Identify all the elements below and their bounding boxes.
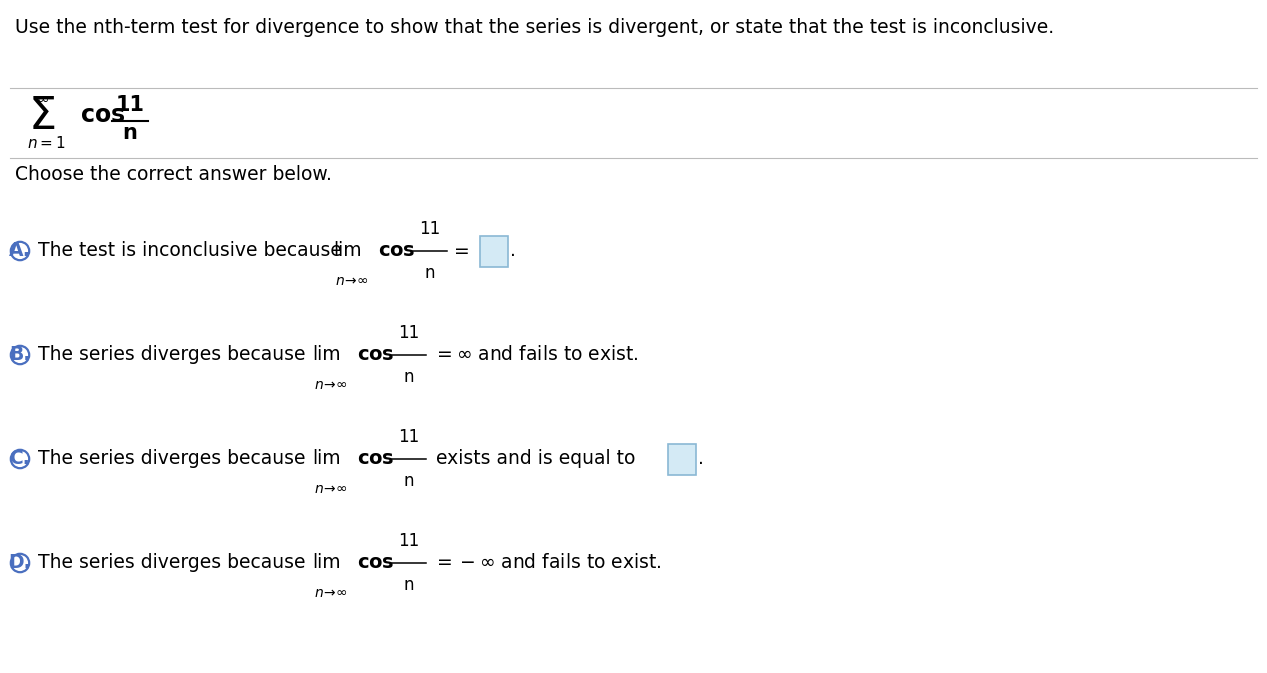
Text: $\mathbf{cos}$: $\mathbf{cos}$ xyxy=(357,345,394,365)
Text: D.: D. xyxy=(9,553,32,573)
Text: =: = xyxy=(454,242,470,260)
Text: .: . xyxy=(511,242,516,260)
Text: exists and is equal to: exists and is equal to xyxy=(436,450,635,468)
Text: n: n xyxy=(404,576,414,594)
Text: $n\!\rightarrow\!\infty$: $n\!\rightarrow\!\infty$ xyxy=(314,586,347,600)
Text: 11: 11 xyxy=(419,220,441,238)
Text: Choose the correct answer below.: Choose the correct answer below. xyxy=(15,165,332,184)
Text: $n\!\rightarrow\!\infty$: $n\!\rightarrow\!\infty$ xyxy=(314,378,347,392)
Text: $n = 1$: $n = 1$ xyxy=(27,135,66,151)
Text: The series diverges because: The series diverges because xyxy=(38,553,305,573)
Text: $\infty$: $\infty$ xyxy=(35,91,48,106)
Text: 11: 11 xyxy=(398,428,419,446)
Text: $\Sigma$: $\Sigma$ xyxy=(28,95,56,138)
Text: n: n xyxy=(404,472,414,490)
Text: $\mathbf{cos}$: $\mathbf{cos}$ xyxy=(357,450,394,468)
Text: n: n xyxy=(123,123,137,143)
Text: B.: B. xyxy=(9,345,30,365)
Text: $\mathbf{cos}$: $\mathbf{cos}$ xyxy=(378,242,416,260)
Text: $n\!\rightarrow\!\infty$: $n\!\rightarrow\!\infty$ xyxy=(334,274,369,288)
Text: .: . xyxy=(698,450,704,468)
Text: n: n xyxy=(424,264,436,282)
Text: 11: 11 xyxy=(115,95,144,115)
Text: 11: 11 xyxy=(398,324,419,342)
Text: lim: lim xyxy=(312,345,341,365)
Text: The test is inconclusive because: The test is inconclusive because xyxy=(38,242,342,260)
Text: $\mathbf{cos}$: $\mathbf{cos}$ xyxy=(357,553,394,573)
FancyBboxPatch shape xyxy=(668,444,696,474)
Text: A.: A. xyxy=(9,242,30,260)
Text: $n\!\rightarrow\!\infty$: $n\!\rightarrow\!\infty$ xyxy=(314,482,347,496)
Text: Use the nth-term test for divergence to show that the series is divergent, or st: Use the nth-term test for divergence to … xyxy=(15,18,1054,37)
Text: n: n xyxy=(404,368,414,386)
FancyBboxPatch shape xyxy=(480,236,508,267)
Text: The series diverges because: The series diverges because xyxy=(38,450,305,468)
Text: The series diverges because: The series diverges because xyxy=(38,345,305,365)
Text: lim: lim xyxy=(312,450,341,468)
Text: C.: C. xyxy=(10,450,30,468)
Text: lim: lim xyxy=(312,553,341,573)
Text: 11: 11 xyxy=(398,532,419,550)
Text: $\mathbf{cos}$: $\mathbf{cos}$ xyxy=(80,103,125,127)
Text: lim: lim xyxy=(333,242,361,260)
Text: $= \infty$ and fails to exist.: $= \infty$ and fails to exist. xyxy=(433,345,639,365)
Text: $= -\infty$ and fails to exist.: $= -\infty$ and fails to exist. xyxy=(433,553,661,573)
